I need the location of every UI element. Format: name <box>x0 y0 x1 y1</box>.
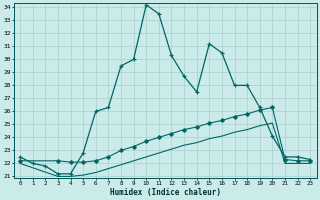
X-axis label: Humidex (Indice chaleur): Humidex (Indice chaleur) <box>110 188 220 197</box>
